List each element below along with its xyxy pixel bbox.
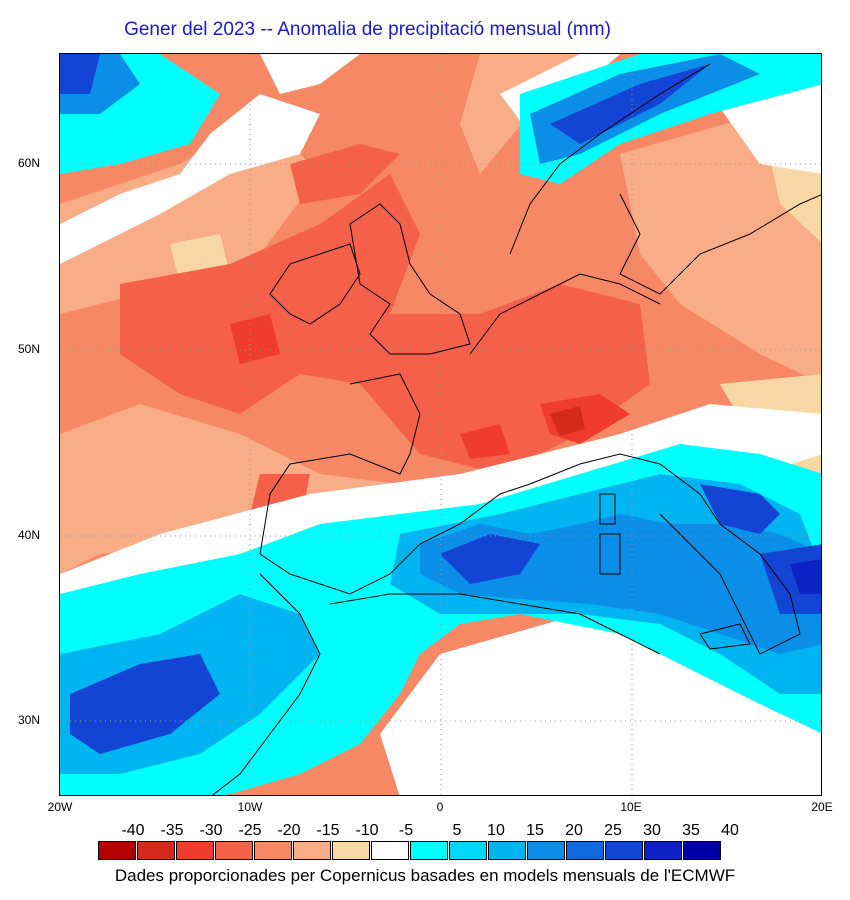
wet-core-balearic bbox=[440, 534, 540, 584]
coastlines bbox=[211, 63, 821, 795]
lon-label-20w: 20W bbox=[47, 800, 73, 814]
coast-sardinia bbox=[599, 533, 621, 575]
lon-label-20e: 20E bbox=[811, 800, 833, 814]
wet-deep-northwest bbox=[60, 54, 100, 94]
neutral-band-northwest bbox=[60, 94, 320, 264]
lat-label-30n: 30N bbox=[18, 713, 41, 727]
legend-label-5: -20 bbox=[277, 822, 301, 839]
legend-swatch-15 bbox=[644, 841, 682, 860]
legend-swatch-13 bbox=[566, 841, 604, 860]
map-title: Gener del 2023 -- Anomalia de precipitac… bbox=[124, 19, 611, 40]
coast-ireland bbox=[269, 243, 361, 325]
legend-label-6: -15 bbox=[316, 822, 340, 839]
legend-swatch-16 bbox=[683, 841, 721, 860]
lon-label-0: 0 bbox=[436, 800, 444, 814]
coast-italy bbox=[529, 453, 801, 655]
darkest-red-cell bbox=[550, 406, 585, 436]
legend-label-13: 25 bbox=[604, 822, 622, 839]
lat-label-40n: 40N bbox=[18, 528, 41, 542]
legend-label-9: 5 bbox=[452, 822, 462, 839]
legend-label-1: -40 bbox=[121, 822, 145, 839]
neutral-band-north bbox=[260, 54, 360, 94]
wet-core-norway bbox=[550, 64, 710, 144]
anomaly-field bbox=[60, 54, 821, 795]
legend-label-4: -25 bbox=[238, 822, 262, 839]
graticule bbox=[60, 54, 821, 795]
coast-britain bbox=[349, 203, 471, 355]
legend-swatch-9 bbox=[410, 841, 448, 860]
legend-swatch-14 bbox=[605, 841, 643, 860]
legend-swatch-2 bbox=[137, 841, 175, 860]
legend-label-12: 20 bbox=[565, 822, 583, 839]
legend-swatch-6 bbox=[293, 841, 331, 860]
deep-red-ireland bbox=[230, 314, 280, 364]
legend-label-10: 10 bbox=[487, 822, 505, 839]
legend-label-15: 35 bbox=[682, 822, 700, 839]
legend-swatch-11 bbox=[488, 841, 526, 860]
deep-red-france bbox=[460, 424, 510, 459]
lat-label-60n: 60N bbox=[18, 156, 41, 170]
legend-label-3: -30 bbox=[199, 822, 223, 839]
coast-iberia-france bbox=[259, 373, 531, 595]
legend-label-14: 30 bbox=[643, 822, 661, 839]
lon-label-10e: 10E bbox=[620, 800, 642, 814]
data-credit: Dades proporcionades per Copernicus basa… bbox=[114, 866, 736, 885]
legend-swatch-12 bbox=[527, 841, 565, 860]
legend-label-2: -35 bbox=[160, 822, 184, 839]
legend-label-8: -5 bbox=[398, 822, 414, 839]
coast-sicily bbox=[699, 623, 751, 650]
lat-label-50n: 50N bbox=[18, 342, 41, 356]
wet-core-adriatic bbox=[700, 484, 780, 534]
coast-corsica bbox=[599, 493, 616, 525]
lon-label-10w: 10W bbox=[237, 800, 263, 814]
light-dry-patch-4 bbox=[620, 114, 821, 384]
wet-core-atlantic bbox=[70, 654, 220, 754]
legend-label-7: -10 bbox=[355, 822, 379, 839]
wet-deepest-ionian bbox=[790, 559, 821, 594]
red-core bbox=[120, 174, 650, 474]
coast-norway bbox=[509, 63, 711, 255]
precipitation-anomaly-map bbox=[59, 53, 822, 796]
coast-north-sea bbox=[469, 273, 661, 355]
legend-swatch-3 bbox=[176, 841, 214, 860]
legend-swatch-10 bbox=[449, 841, 487, 860]
legend-swatch-5 bbox=[254, 841, 292, 860]
legend-swatch-1 bbox=[98, 841, 136, 860]
coast-algeria-tunisia bbox=[329, 593, 661, 655]
coast-baltic bbox=[619, 193, 821, 295]
legend-swatch-8 bbox=[371, 841, 409, 860]
light-dry-patch-2 bbox=[60, 404, 420, 574]
legend-label-16: 40 bbox=[721, 822, 739, 839]
red-north-patch bbox=[290, 144, 400, 204]
legend-swatch-4 bbox=[215, 841, 253, 860]
coast-morocco bbox=[211, 573, 321, 795]
legend-label-11: 15 bbox=[526, 822, 544, 839]
legend-swatch-7 bbox=[332, 841, 370, 860]
